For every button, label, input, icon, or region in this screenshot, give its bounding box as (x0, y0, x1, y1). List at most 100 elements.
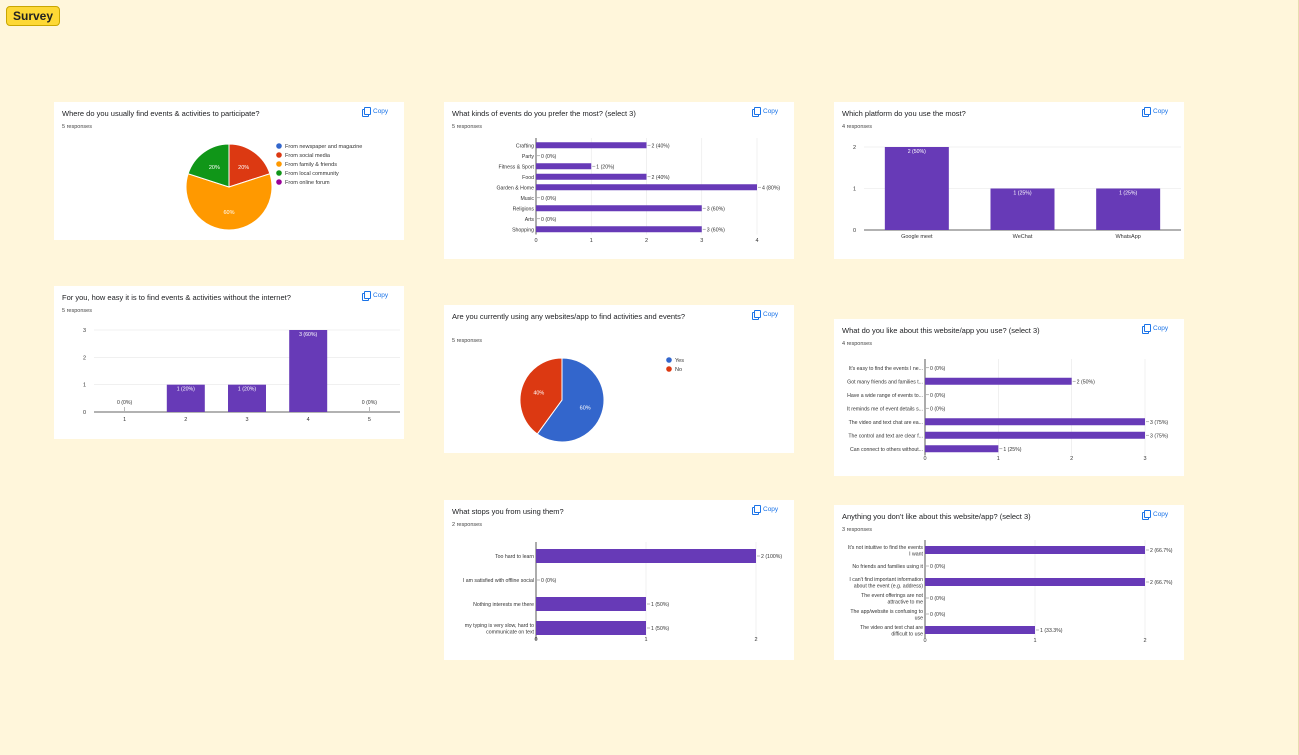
bar[interactable] (536, 549, 756, 563)
bar[interactable] (536, 184, 757, 191)
bar[interactable] (228, 384, 266, 412)
value-label: 0 (0%) (541, 578, 557, 584)
bar[interactable] (925, 626, 1035, 634)
category-label: Google meet (901, 234, 933, 240)
copy-chart-button[interactable]: Copy (362, 291, 388, 301)
response-count: 5 responses (452, 338, 482, 344)
question-title: For you, how easy it is to find events &… (62, 293, 291, 302)
copy-label: Copy (1153, 510, 1169, 518)
bar[interactable] (166, 384, 205, 412)
legend-label: No (675, 367, 682, 373)
bar[interactable] (536, 163, 592, 170)
category-label: Party (522, 154, 535, 160)
copy-icon (362, 291, 371, 301)
value-label: 1 (25%) (1013, 191, 1031, 197)
question-title: What stops you from using them? (452, 507, 564, 516)
value-label: 2 (66.7%) (1150, 580, 1173, 586)
copy-chart-button[interactable]: Copy (752, 107, 778, 117)
value-label: 0 (0%) (930, 366, 946, 372)
response-count: 5 responses (452, 124, 482, 130)
pie-slice[interactable] (536, 357, 605, 443)
category-label: communicate on text (486, 629, 534, 635)
category-label: It reminds me of event details s... (847, 406, 923, 412)
response-count: 5 responses (62, 308, 92, 314)
value-label: 0 (0%) (930, 596, 946, 602)
chart-c2: 0 1 2 3 4 Crafting 2 (40%) Party 0 (0%) Fitness &… (497, 138, 780, 244)
legend-label: From online forum (285, 180, 330, 186)
copy-label: Copy (763, 505, 779, 513)
value-label: 2 (40%) (652, 143, 670, 149)
bar[interactable] (289, 330, 328, 412)
copy-label: Copy (1153, 107, 1169, 115)
category-label: The video and text chat are (860, 625, 923, 631)
category-label: Music (520, 196, 534, 202)
value-label: 2 (66.7%) (1150, 548, 1173, 554)
tick-label: 3 (1143, 456, 1146, 462)
bar[interactable] (990, 188, 1055, 231)
slice-label: 60% (223, 210, 234, 216)
response-count: 2 responses (452, 522, 482, 528)
value-label: 4 (80%) (762, 185, 780, 191)
category-label: I want (909, 551, 923, 557)
category-label: I can't find important information (849, 577, 923, 583)
legend-marker (666, 357, 672, 363)
question-title: Anything you don't like about this websi… (842, 512, 1031, 521)
value-label: 3 (60%) (707, 206, 725, 212)
chart-c8: 0 1 2 It's not intuitive to find the events… (848, 540, 1173, 644)
category-label: Crafting (516, 143, 534, 149)
chart-card-c4: For you, how easy it is to find events &… (54, 286, 404, 439)
response-count: 5 responses (62, 124, 92, 130)
slice-label: 60% (580, 406, 591, 412)
copy-chart-button[interactable]: Copy (1142, 510, 1169, 520)
bar[interactable] (536, 142, 647, 149)
question-title: Where do you usually find events & activ… (62, 109, 260, 118)
copy-chart-button[interactable]: Copy (752, 310, 778, 320)
copy-chart-button[interactable]: Copy (752, 505, 779, 515)
tick-label: 1 (1033, 638, 1036, 644)
copy-icon (752, 310, 761, 320)
bar[interactable] (536, 205, 702, 212)
category-label: I am satisfied with offline social (463, 578, 534, 584)
category-label: Have a wide range of events to... (847, 393, 923, 399)
value-label: 3 (60%) (707, 227, 725, 233)
board-label[interactable]: Survey (6, 6, 61, 26)
bar[interactable] (536, 173, 647, 180)
bar[interactable] (925, 546, 1145, 554)
value-label: 1 (50%) (651, 602, 669, 608)
bar[interactable] (1096, 188, 1161, 231)
copy-chart-button[interactable]: Copy (1142, 324, 1169, 334)
legend-label: From local community (285, 171, 339, 177)
tick-label: 2 (645, 238, 648, 244)
value-label: 0 (0%) (930, 406, 946, 412)
pie-slice[interactable] (185, 173, 273, 231)
pie-slice[interactable] (228, 143, 271, 188)
pie-slice[interactable] (519, 357, 563, 435)
bar[interactable] (925, 377, 1072, 385)
copy-label: Copy (373, 107, 389, 115)
copy-chart-button[interactable]: Copy (1142, 107, 1169, 117)
category-label: 5 (368, 417, 371, 423)
question-title: What do you like about this website/app … (842, 326, 1040, 335)
chart-c6: 0 1 2 3 It's easy to find the events I ne...… (847, 359, 1168, 462)
bar[interactable] (925, 578, 1145, 586)
copy-label: Copy (1153, 324, 1169, 332)
pie-slice[interactable] (187, 143, 230, 188)
bar[interactable] (884, 147, 949, 230)
value-label: 0 (0%) (117, 400, 133, 406)
bar[interactable] (925, 431, 1145, 439)
legend-marker (276, 179, 282, 185)
bar[interactable] (925, 418, 1145, 426)
tick-label: 1 (644, 637, 647, 643)
bar[interactable] (536, 226, 702, 233)
tick-label: 0 (853, 228, 856, 234)
copy-chart-button[interactable]: Copy (362, 107, 389, 117)
bar[interactable] (925, 445, 999, 453)
category-label: No friends and families using it (852, 564, 923, 570)
value-label: 0 (0%) (362, 400, 378, 406)
category-label: Food (522, 175, 534, 181)
tick-label: 2 (1143, 638, 1146, 644)
bar[interactable] (536, 621, 646, 635)
bar[interactable] (536, 597, 646, 611)
legend-marker (276, 152, 282, 158)
